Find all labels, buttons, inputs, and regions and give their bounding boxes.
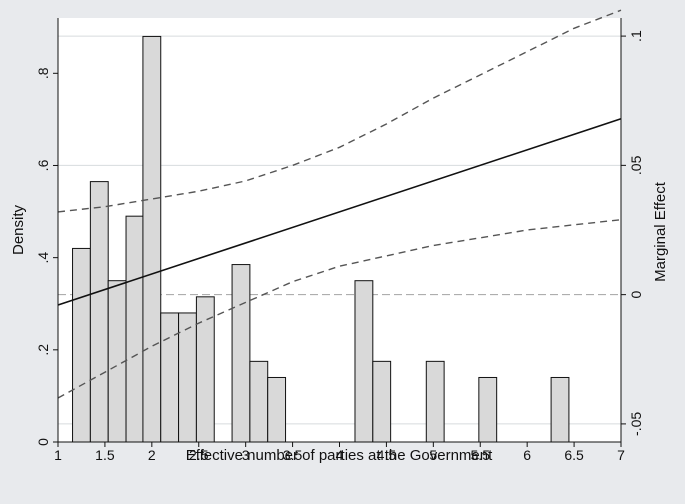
axes-layer: 1 1.5 2 2.5 3 3.5 4 4.5 5 5.5 6 6.5 7 0 .2 .4 .6 .8 -.05 0.… <box>35 30 644 463</box>
lines-layer <box>57 9 622 399</box>
histogram-bar-0 <box>72 247 91 443</box>
x-tick-label-1: 1.5 <box>95 447 115 463</box>
histogram-bar-4 <box>142 35 162 443</box>
y-tick-label-0: 0 <box>35 438 51 446</box>
histogram-bar-13 <box>425 360 445 443</box>
x-tick-label-7: 4.5 <box>377 447 397 463</box>
x-tick-label-8: 5 <box>429 447 437 463</box>
x-tick-label-12: 7 <box>617 447 625 463</box>
series-line-1 <box>57 9 622 213</box>
histogram-bar-12 <box>372 360 392 443</box>
x-tick-label-2: 2 <box>148 447 156 463</box>
y2-tick-label-3: .1 <box>628 30 644 42</box>
y-tick-label-2: .4 <box>35 252 51 264</box>
x-tick-label-6: 4 <box>336 447 344 463</box>
x-tick-label-10: 6 <box>523 447 531 463</box>
x-tick-label-5: 3.5 <box>283 447 303 463</box>
x-tick-label-3: 2.5 <box>189 447 209 463</box>
y2-axis-title: Marginal Effect <box>652 181 669 282</box>
series-line-0 <box>57 118 622 306</box>
y-tick-label-4: .8 <box>35 67 51 79</box>
y2-tick-label-0: -.05 <box>628 412 644 436</box>
histogram-bar-9 <box>249 360 269 443</box>
histogram-bar-7 <box>195 296 215 443</box>
histogram-bar-6 <box>178 312 197 443</box>
x-axis-title: Effective number of parties at the Gover… <box>186 447 493 464</box>
x-tick-label-9: 5.5 <box>471 447 491 463</box>
x-tick-label-4: 3 <box>242 447 250 463</box>
histogram-bar-11 <box>354 280 374 443</box>
y-tick-label-1: .2 <box>35 344 51 356</box>
x-tick-label-0: 1 <box>54 447 62 463</box>
y2-tick-label-2: .05 <box>628 155 644 175</box>
histogram-bar-3 <box>125 215 145 443</box>
y-axis-title: Density <box>10 204 27 255</box>
histogram-bar-1 <box>89 181 109 443</box>
y-tick-label-3: .6 <box>35 159 51 171</box>
histogram-bar-15 <box>550 376 570 443</box>
x-tick-label-11: 6.5 <box>564 447 584 463</box>
histogram-bar-14 <box>478 376 498 443</box>
y2-tick-label-1: 0 <box>628 291 644 299</box>
histogram-bar-10 <box>267 376 287 443</box>
histogram-bar-8 <box>231 264 251 443</box>
histogram-bar-5 <box>160 312 180 443</box>
